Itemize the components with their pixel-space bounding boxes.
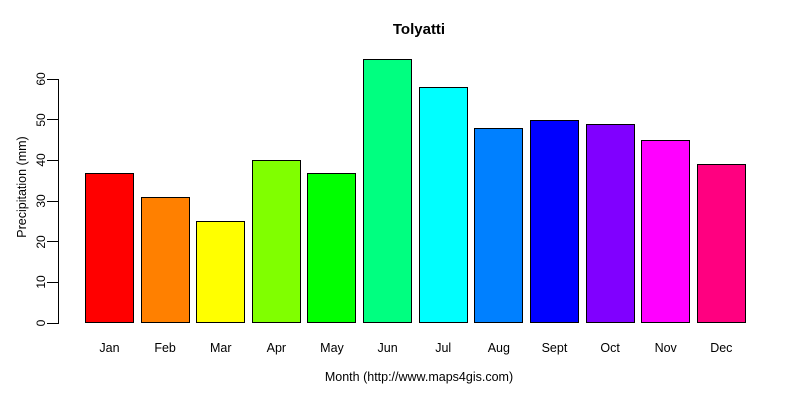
- bar-sept: [529, 119, 579, 323]
- x-tick-label-jul: Jul: [435, 341, 452, 355]
- chart-title: Tolyatti: [392, 21, 446, 38]
- y-tick-mark: [47, 78, 58, 80]
- bar-may: [307, 172, 357, 323]
- x-tick-label-nov: Nov: [654, 341, 677, 355]
- x-tick-label-jan: Jan: [99, 341, 120, 355]
- y-tick-label: 20: [34, 234, 48, 249]
- bar-oct: [585, 123, 635, 323]
- y-tick-label: 50: [34, 112, 48, 127]
- x-tick-label-jun: Jun: [377, 341, 398, 355]
- x-tick-label-sept: Sept: [541, 341, 568, 355]
- bar-jul: [418, 87, 468, 323]
- bar-jun: [363, 58, 413, 323]
- y-tick-label: 10: [34, 275, 48, 290]
- x-tick-label-dec: Dec: [710, 341, 733, 355]
- y-tick-mark: [47, 159, 58, 161]
- x-tick-label-apr: Apr: [266, 341, 287, 355]
- bar-mar: [196, 221, 246, 323]
- y-axis-line: [58, 79, 59, 324]
- x-tick-label-oct: Oct: [600, 341, 620, 355]
- y-tick-mark: [47, 119, 58, 121]
- y-tick-label: 40: [34, 153, 48, 168]
- bar-nov: [641, 140, 691, 323]
- bar-apr: [251, 160, 301, 323]
- bar-aug: [474, 127, 524, 323]
- y-tick-mark: [47, 241, 58, 243]
- y-tick-label: 60: [34, 72, 48, 86]
- y-tick-label: 0: [34, 319, 48, 327]
- y-axis-label: Precipitation (mm): [15, 136, 29, 238]
- x-tick-label-aug: Aug: [487, 341, 510, 355]
- y-tick-label: 30: [34, 194, 48, 208]
- y-tick-mark: [47, 322, 58, 324]
- y-tick-mark: [47, 281, 58, 283]
- bar-dec: [696, 164, 746, 323]
- x-axis-label: Month (http://www.maps4gis.com): [324, 370, 514, 384]
- x-tick-label-may: May: [320, 341, 344, 355]
- bar-feb: [140, 196, 190, 323]
- x-tick-label-feb: Feb: [154, 341, 176, 355]
- bar-jan: [85, 172, 134, 323]
- y-tick-mark: [47, 200, 58, 202]
- x-tick-label-mar: Mar: [209, 341, 232, 355]
